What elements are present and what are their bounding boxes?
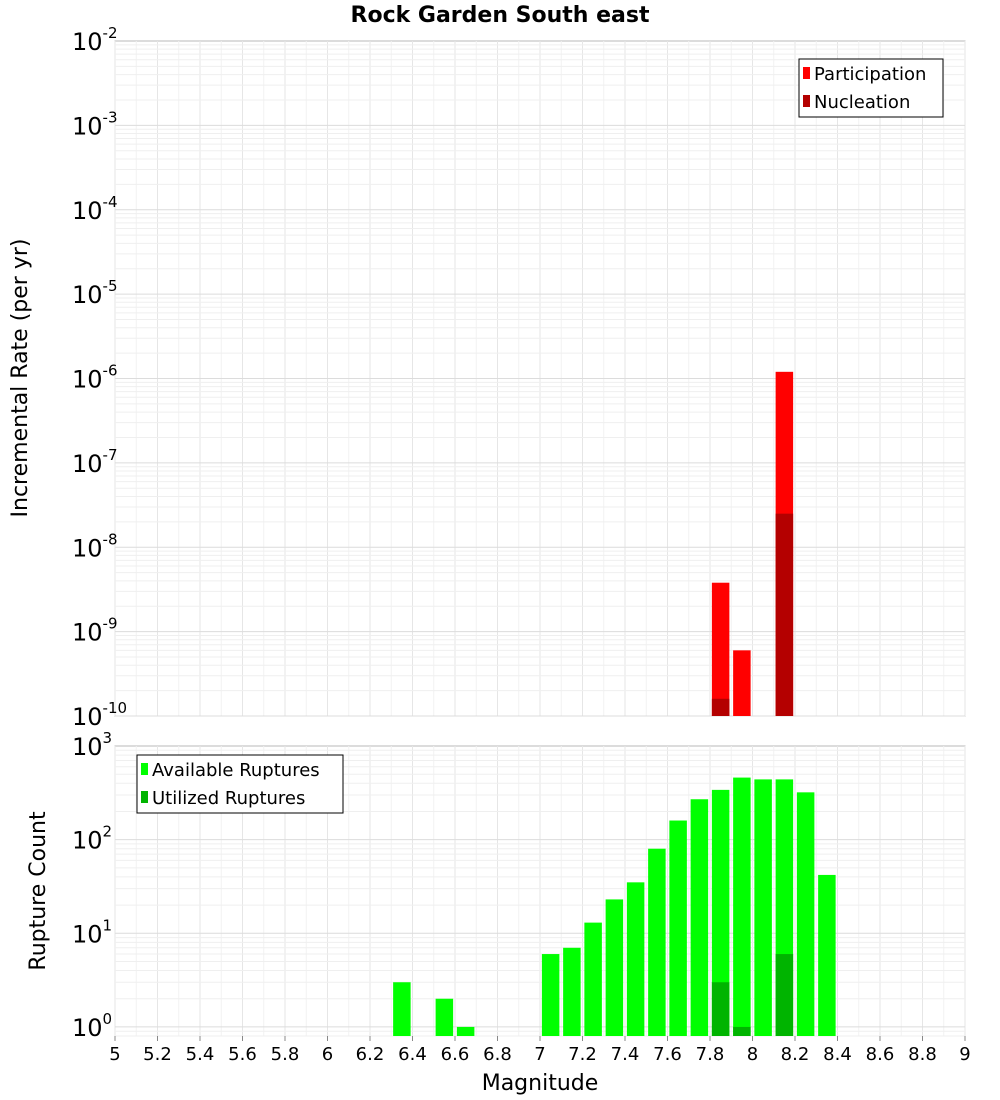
x-tick-label: 7.8 xyxy=(696,1044,725,1065)
count-y-tick-label: 101 xyxy=(72,916,112,948)
rate-panel: 10-2 10-3 10-4 10-5 10-6 10-7 10-8 10-9 10-10 In… xyxy=(8,24,966,731)
count-legend-box xyxy=(136,754,344,814)
rate-y-tick-label: 10-8 xyxy=(72,530,118,562)
utilized-legend-swatch xyxy=(141,791,148,803)
rate-bars xyxy=(711,371,794,716)
available-ruptures-bar xyxy=(563,947,581,1036)
rate-y-tick-label: 10-4 xyxy=(72,193,118,225)
available-ruptures-bar xyxy=(690,799,709,1036)
nucleation-bar xyxy=(775,513,794,716)
rate-y-ticks: 10-2 10-3 10-4 10-5 10-6 10-7 10-8 10-9 10-10 xyxy=(72,24,127,731)
x-tick-label: 6.4 xyxy=(398,1044,427,1065)
x-tick-label: 5.2 xyxy=(143,1044,172,1065)
rate-y-tick-label: 10-3 xyxy=(72,108,118,140)
rate-legend-box xyxy=(798,58,944,118)
count-y-ticks: 103 102 101 100 xyxy=(72,729,112,1042)
x-tick-label: 6 xyxy=(322,1044,333,1065)
participation-bar xyxy=(711,582,730,716)
available-ruptures-bar xyxy=(733,777,751,1036)
rate-y-tick-label: 10-9 xyxy=(72,615,118,647)
x-tick-label: 8.4 xyxy=(823,1044,852,1065)
count-bars xyxy=(393,777,836,1036)
x-tick-label: 8 xyxy=(747,1044,758,1065)
participation-legend-swatch xyxy=(803,67,810,79)
nucleation-bar xyxy=(711,698,730,716)
rate-y-tick-label: 10-5 xyxy=(72,277,118,309)
participation-legend-label: Participation xyxy=(814,64,926,85)
x-tick-label: 7 xyxy=(534,1044,545,1065)
count-legend: Available Ruptures Utilized Ruptures xyxy=(136,754,344,814)
rate-legend: Participation Nucleation xyxy=(798,58,944,118)
utilized-ruptures-bar xyxy=(733,1026,751,1036)
available-ruptures-bar xyxy=(711,789,730,1036)
count-y-tick-label: 102 xyxy=(72,823,112,855)
utilized-ruptures-bar xyxy=(775,954,794,1036)
available-ruptures-bar xyxy=(669,820,687,1036)
count-grid xyxy=(114,746,966,1037)
nucleation-legend-swatch xyxy=(803,95,810,107)
available-ruptures-bar xyxy=(435,998,454,1036)
available-ruptures-bar xyxy=(754,779,772,1036)
x-tick-label: 5.6 xyxy=(228,1044,257,1065)
available-ruptures-bar xyxy=(605,899,624,1036)
x-tick-label: 5 xyxy=(109,1044,120,1065)
participation-bar xyxy=(733,650,751,716)
available-legend-swatch xyxy=(141,763,148,775)
utilized-legend-label: Utilized Ruptures xyxy=(152,788,305,809)
available-ruptures-bar xyxy=(541,954,560,1036)
count-y-tick-label: 103 xyxy=(72,729,112,761)
chart-title: Rock Garden South east xyxy=(351,3,650,28)
available-ruptures-bar xyxy=(626,882,645,1036)
x-tick-label: 7.2 xyxy=(568,1044,597,1065)
x-tick-label: 8.6 xyxy=(866,1044,895,1065)
x-tick-label: 8.2 xyxy=(781,1044,810,1065)
x-tick-label: 6.2 xyxy=(356,1044,385,1065)
available-ruptures-bar xyxy=(456,1026,475,1036)
available-ruptures-bar xyxy=(584,922,602,1036)
available-ruptures-bar xyxy=(648,848,666,1036)
x-axis-ticks: 5 5.2 5.4 5.6 5.8 6 6.2 6.4 6.6 6.8 7 7.2 7.4 7.6 7.8 8… xyxy=(109,1036,971,1065)
count-y-tick-label: 100 xyxy=(72,1010,112,1042)
x-tick-label: 7.6 xyxy=(653,1044,682,1065)
rate-y-tick-label: 10-6 xyxy=(72,362,118,394)
available-legend-label: Available Ruptures xyxy=(152,760,320,781)
rate-y-tick-label: 10-2 xyxy=(72,24,118,56)
x-tick-label: 5.4 xyxy=(186,1044,215,1065)
nucleation-legend-label: Nucleation xyxy=(814,92,910,113)
x-tick-label: 8.8 xyxy=(908,1044,937,1065)
x-tick-label: 6.8 xyxy=(483,1044,512,1065)
rate-y-tick-label: 10-10 xyxy=(72,699,127,731)
x-axis-label: Magnitude xyxy=(482,1071,599,1096)
x-tick-label: 6.6 xyxy=(441,1044,470,1065)
count-y-axis-label: Rupture Count xyxy=(26,811,51,971)
x-tick-label: 9 xyxy=(959,1044,970,1065)
rate-y-axis-label: Incremental Rate (per yr) xyxy=(8,239,33,518)
rate-grid xyxy=(114,41,966,717)
available-ruptures-bar xyxy=(818,874,836,1036)
utilized-ruptures-bar xyxy=(711,982,730,1036)
x-tick-label: 7.4 xyxy=(611,1044,640,1065)
x-tick-label: 5.8 xyxy=(271,1044,300,1065)
rate-y-tick-label: 10-7 xyxy=(72,446,118,478)
available-ruptures-bar xyxy=(796,792,815,1036)
available-ruptures-bar xyxy=(393,982,411,1036)
count-panel: 103 102 101 100 5 5.2 5.4 5.6 5.8 6 6.2 6.4 6.6 6.8 7… xyxy=(26,729,971,1096)
